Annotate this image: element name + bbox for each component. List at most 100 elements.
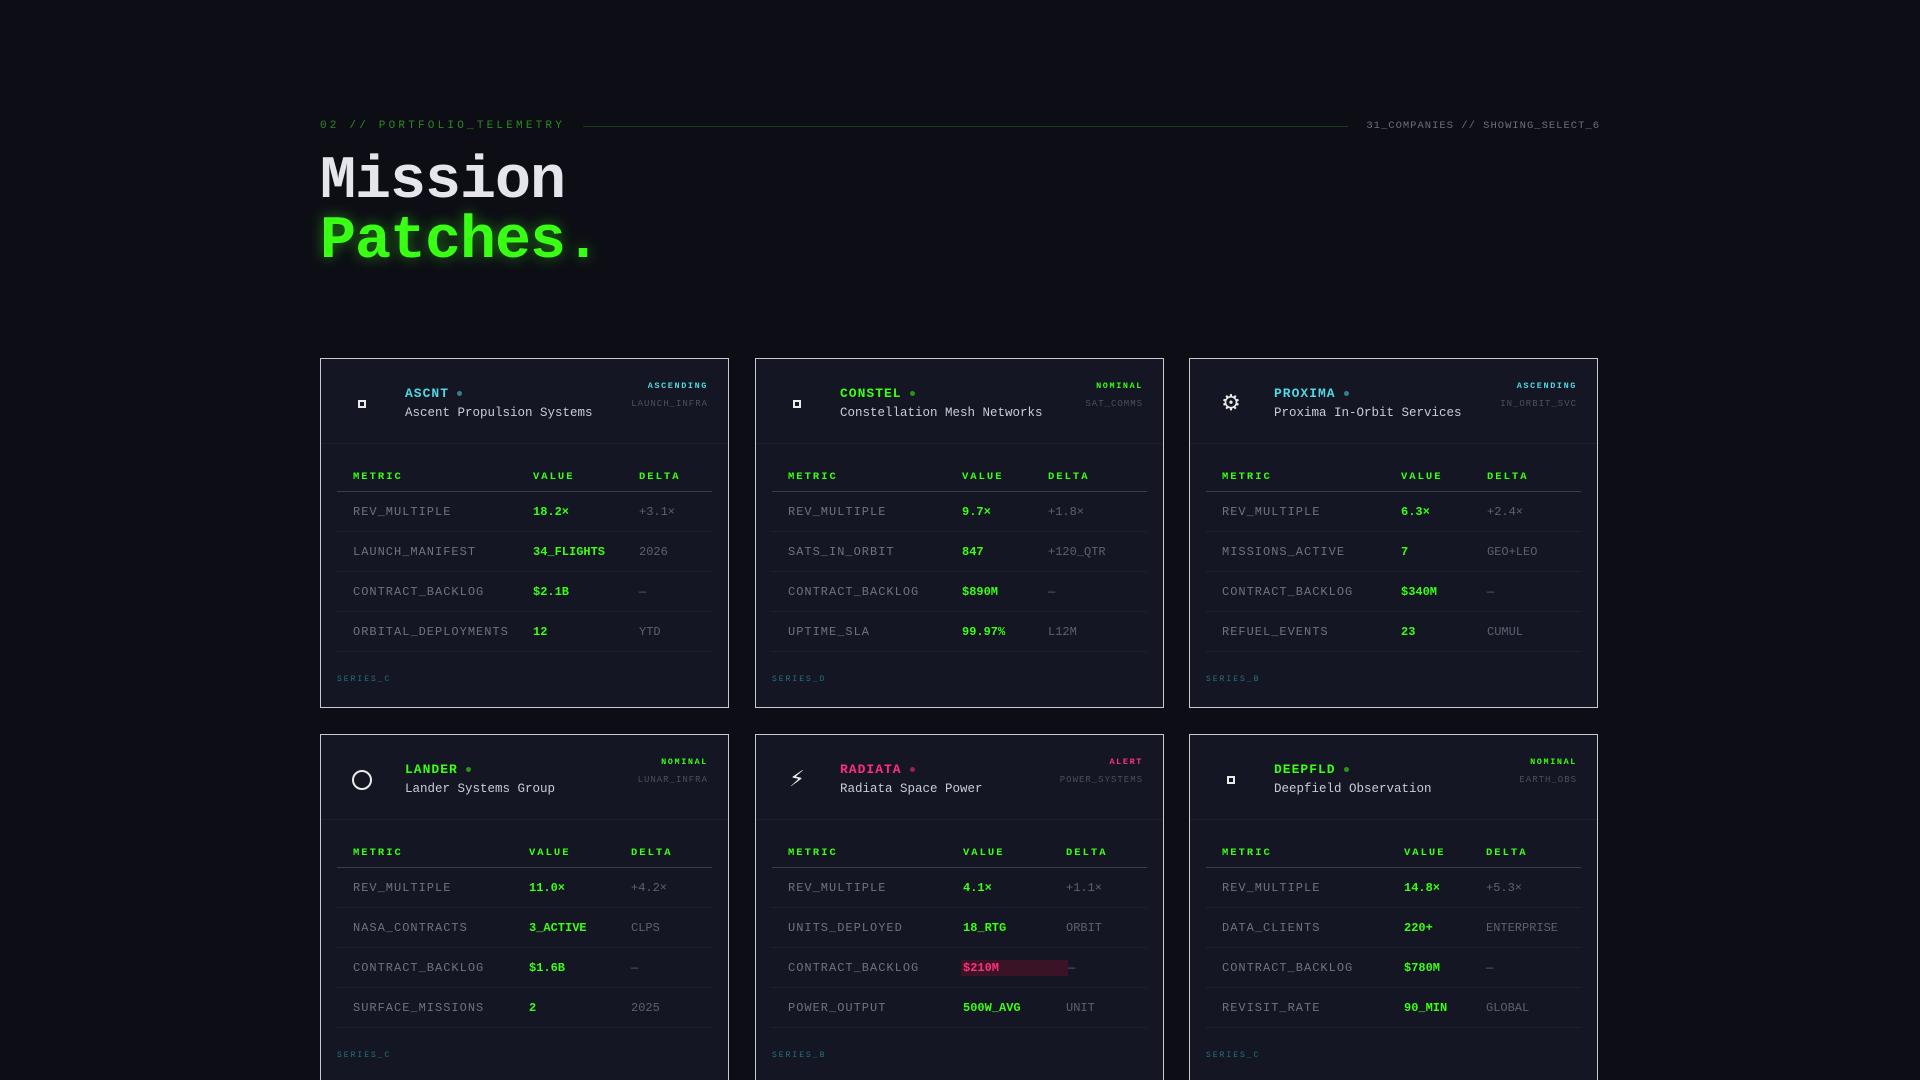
metric-row: NASA_CONTRACTS 3_ACTIVE CLPS: [337, 908, 712, 948]
metrics-header: METRIC VALUE DELTA: [1206, 463, 1581, 492]
header-delta: DELTA: [1066, 847, 1108, 859]
metric-delta: GLOBAL: [1486, 1000, 1530, 1015]
company-ticker: PROXIMA: [1274, 386, 1336, 401]
ticker-row: PROXIMA: [1274, 386, 1349, 401]
metric-name: REV_MULTIPLE: [353, 880, 452, 895]
metric-delta: L12M: [1048, 624, 1077, 639]
title-line-2: Patches.: [320, 208, 601, 276]
section-meta: 31_COMPANIES // SHOWING_SELECT_6: [1366, 120, 1600, 132]
sector-label: LUNAR_INFRA: [637, 775, 708, 785]
square-icon: [1216, 765, 1246, 795]
metric-row: ORBITAL_DEPLOYMENTS 12 YTD: [337, 612, 712, 652]
company-ticker: DEEPFLD: [1274, 762, 1336, 777]
metric-name: DATA_CLIENTS: [1222, 920, 1321, 935]
status-dot: [909, 391, 915, 396]
metric-delta: —: [1068, 960, 1076, 975]
metrics-header: METRIC VALUE DELTA: [337, 463, 712, 492]
metric-name: NASA_CONTRACTS: [353, 920, 468, 935]
header-delta: DELTA: [639, 471, 681, 483]
metrics-table: METRIC VALUE DELTA REV_MULTIPLE 14.8× +5…: [1206, 839, 1581, 1028]
metric-name: CONTRACT_BACKLOG: [788, 960, 920, 975]
card-header: CONSTEL Constellation Mesh Networks NOMI…: [756, 359, 1163, 444]
series-label: SERIES_B: [1206, 675, 1261, 684]
metric-value: 4.1×: [963, 880, 992, 895]
metric-name: CONTRACT_BACKLOG: [1222, 960, 1354, 975]
series-label: SERIES_C: [1206, 1051, 1261, 1060]
metrics-table: METRIC VALUE DELTA REV_MULTIPLE 9.7× +1.…: [772, 463, 1147, 652]
metric-value: $780M: [1404, 960, 1441, 975]
company-ticker: LANDER: [405, 762, 458, 777]
metric-value: $1.6B: [529, 960, 566, 975]
metric-row: DATA_CLIENTS 220+ ENTERPRISE: [1206, 908, 1581, 948]
status-dot: [465, 767, 471, 772]
company-name: Lander Systems Group: [405, 782, 556, 796]
header-delta: DELTA: [631, 847, 673, 859]
metric-value: 7: [1401, 544, 1409, 559]
card-header: ASCNT Ascent Propulsion Systems ASCENDIN…: [321, 359, 728, 444]
metric-value: 34_FLIGHTS: [533, 544, 606, 559]
metric-delta: YTD: [639, 624, 661, 639]
company-name: Deepfield Observation: [1274, 782, 1432, 796]
metric-value: 90_MIN: [1404, 1000, 1448, 1015]
company-ticker: ASCNT: [405, 386, 450, 401]
metric-row: UPTIME_SLA 99.97% L12M: [772, 612, 1147, 652]
header-value: VALUE: [962, 471, 1004, 483]
metric-name: REV_MULTIPLE: [788, 880, 887, 895]
ticker-row: DEEPFLD: [1274, 762, 1349, 777]
company-card-deepfld[interactable]: DEEPFLD Deepfield Observation NOMINAL EA…: [1189, 734, 1598, 1080]
sector-label: IN_ORBIT_SVC: [1500, 399, 1577, 409]
header-value: VALUE: [533, 471, 575, 483]
metric-delta: +5.3×: [1486, 880, 1523, 895]
metric-value: $210M: [961, 959, 1068, 976]
metric-delta: GEO+LEO: [1487, 544, 1538, 559]
metric-name: SATS_IN_ORBIT: [788, 544, 895, 559]
metric-value: 220+: [1404, 920, 1433, 935]
header-delta: DELTA: [1048, 471, 1090, 483]
metric-name: UNITS_DEPLOYED: [788, 920, 903, 935]
metric-delta: +1.8×: [1048, 504, 1085, 519]
metric-value: 3_ACTIVE: [529, 920, 587, 935]
metric-name: REFUEL_EVENTS: [1222, 624, 1329, 639]
company-name: Radiata Space Power: [840, 782, 983, 796]
company-card-lander[interactable]: LANDER Lander Systems Group NOMINAL LUNA…: [320, 734, 729, 1080]
metric-delta: —: [1048, 584, 1056, 599]
sector-label: POWER_SYSTEMS: [1059, 775, 1143, 785]
gear-icon: ⚙: [1221, 391, 1241, 416]
metric-row: REV_MULTIPLE 14.8× +5.3×: [1206, 868, 1581, 908]
metric-delta: —: [639, 584, 647, 599]
company-ticker: RADIATA: [840, 762, 902, 777]
metric-delta: +1.1×: [1066, 880, 1103, 895]
metric-value: 2: [529, 1000, 537, 1015]
ticker-row: ASCNT: [405, 386, 463, 401]
metric-row: REVISIT_RATE 90_MIN GLOBAL: [1206, 988, 1581, 1028]
ticker-row: RADIATA: [840, 762, 915, 777]
company-card-constel[interactable]: CONSTEL Constellation Mesh Networks NOMI…: [755, 358, 1164, 708]
metric-name: UPTIME_SLA: [788, 624, 871, 639]
company-card-ascnt[interactable]: ASCNT Ascent Propulsion Systems ASCENDIN…: [320, 358, 729, 708]
title-line-1: Mission: [320, 148, 566, 216]
metric-row: REV_MULTIPLE 6.3× +2.4×: [1206, 492, 1581, 532]
company-card-radiata[interactable]: ⚡ RADIATA Radiata Space Power ALERT POWE…: [755, 734, 1164, 1080]
metric-delta: —: [1486, 960, 1494, 975]
company-card-proxima[interactable]: ⚙ PROXIMA Proxima In-Orbit Services ASCE…: [1189, 358, 1598, 708]
header-value: VALUE: [529, 847, 571, 859]
status-badge: NOMINAL: [1530, 757, 1577, 767]
ticker-row: LANDER: [405, 762, 471, 777]
header-value: VALUE: [1404, 847, 1446, 859]
metrics-table: METRIC VALUE DELTA REV_MULTIPLE 6.3× +2.…: [1206, 463, 1581, 652]
metric-name: SURFACE_MISSIONS: [353, 1000, 485, 1015]
metric-row: CONTRACT_BACKLOG $340M —: [1206, 572, 1581, 612]
status-badge: ASCENDING: [1516, 381, 1577, 391]
metric-row: CONTRACT_BACKLOG $780M —: [1206, 948, 1581, 988]
metric-row: CONTRACT_BACKLOG $890M —: [772, 572, 1147, 612]
metric-row: REFUEL_EVENTS 23 CUMUL: [1206, 612, 1581, 652]
metric-name: POWER_OUTPUT: [788, 1000, 887, 1015]
metric-name: REV_MULTIPLE: [353, 504, 452, 519]
sector-label: SAT_COMMS: [1085, 399, 1143, 409]
metrics-table: METRIC VALUE DELTA REV_MULTIPLE 11.0× +4…: [337, 839, 712, 1028]
metric-name: LAUNCH_MANIFEST: [353, 544, 477, 559]
metric-row: MISSIONS_ACTIVE 7 GEO+LEO: [1206, 532, 1581, 572]
metric-row: SATS_IN_ORBIT 847 +120_QTR: [772, 532, 1147, 572]
header-metric: METRIC: [788, 471, 838, 483]
metric-value: $890M: [962, 584, 999, 599]
